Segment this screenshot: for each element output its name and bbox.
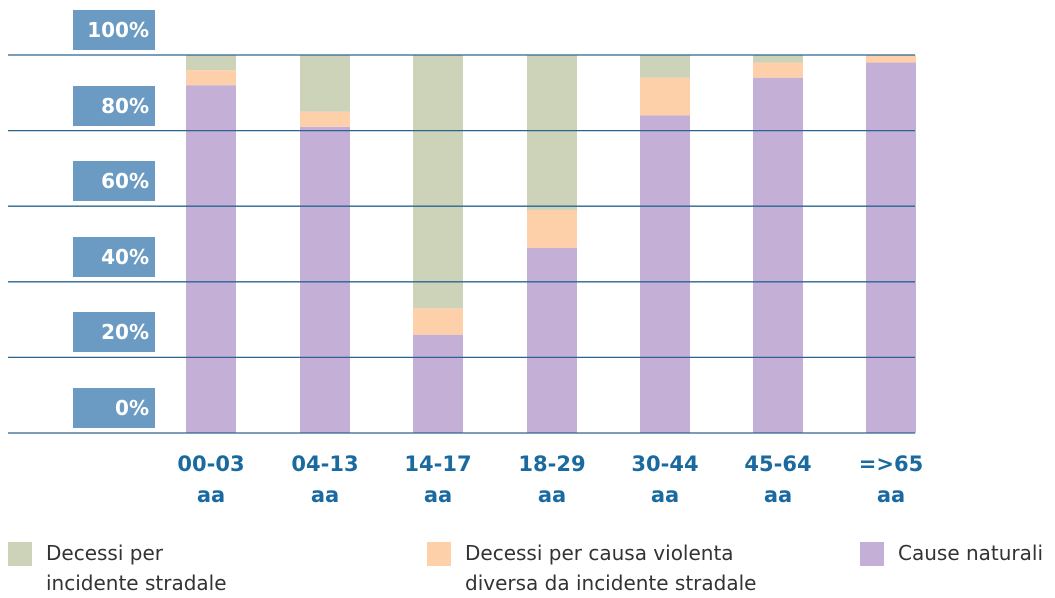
bar-segment bbox=[186, 85, 236, 434]
bar-segment bbox=[413, 308, 463, 335]
bar-segment bbox=[413, 334, 463, 433]
x-tick-label: 45-64 aa bbox=[744, 452, 812, 507]
y-tick-label: 60% bbox=[73, 161, 155, 202]
bar-segment bbox=[640, 77, 690, 116]
legend-label: Cause naturali bbox=[898, 541, 1044, 565]
legend-item: Decessi per causa violenta diversa da in… bbox=[427, 538, 807, 598]
y-tick-label: 0% bbox=[73, 388, 155, 428]
bar-segment bbox=[300, 111, 350, 127]
x-tick-label: =>65 aa bbox=[858, 452, 924, 507]
bar-segment bbox=[753, 62, 803, 78]
legend-swatch bbox=[8, 542, 32, 566]
bar-segment bbox=[527, 209, 577, 248]
legend-swatch bbox=[427, 542, 451, 566]
legend-item: Decessi per incidente stradale bbox=[8, 538, 227, 598]
x-tick-label: 04-13 aa bbox=[291, 452, 359, 507]
x-tick-label: 14-17 aa bbox=[404, 452, 472, 507]
bar-segment bbox=[640, 55, 690, 78]
bar-segment bbox=[300, 55, 350, 112]
bar-segment bbox=[527, 247, 577, 433]
x-tick-label: 30-44 aa bbox=[631, 452, 699, 507]
bar-segment bbox=[866, 62, 916, 434]
bar-segment bbox=[640, 115, 690, 433]
bar-segment bbox=[527, 55, 577, 210]
y-tick-label: 80% bbox=[73, 85, 155, 126]
legend-item: Cause naturali bbox=[860, 538, 1055, 598]
legend-swatch bbox=[860, 542, 884, 566]
bar-segment bbox=[753, 55, 803, 63]
y-tick-label: 40% bbox=[73, 236, 155, 277]
y-tick-label: 100% bbox=[73, 10, 155, 50]
x-tick-label: 00-03 aa bbox=[177, 452, 245, 507]
bar-segment bbox=[413, 55, 463, 309]
legend-label: Decessi per incidente stradale bbox=[46, 541, 227, 595]
bar-segment bbox=[300, 126, 350, 433]
x-tick-label: 18-29 aa bbox=[518, 452, 586, 507]
bar-segment bbox=[186, 55, 236, 71]
bar-segment bbox=[866, 55, 916, 63]
bar-segment bbox=[753, 77, 803, 434]
bar-segment bbox=[186, 70, 236, 86]
legend-label: Decessi per causa violenta diversa da in… bbox=[465, 541, 757, 595]
y-tick-label: 20% bbox=[73, 312, 155, 353]
